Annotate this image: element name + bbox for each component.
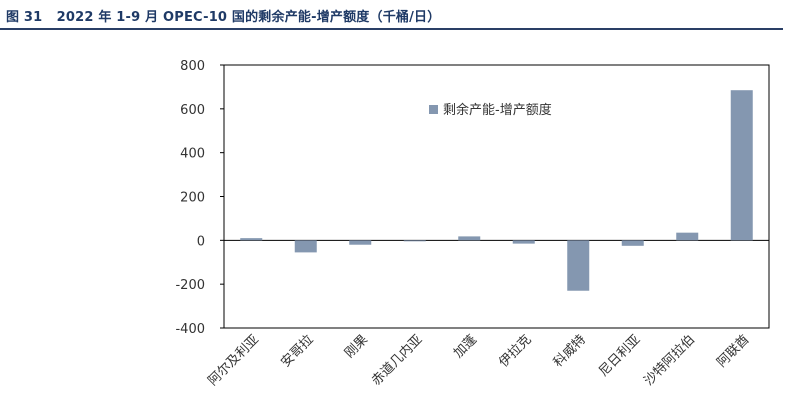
bar-9 <box>676 232 699 241</box>
bar-4 <box>403 240 426 242</box>
bar-8 <box>621 240 644 246</box>
x-category-label: 科威特 <box>551 332 589 370</box>
figure-title-text: 2022 年 1-9 月 OPEC-10 国的剩余产能-增产额度（千桶/日） <box>56 10 441 25</box>
bar-3 <box>349 240 372 245</box>
x-category-label: 尼日利亚 <box>596 332 643 379</box>
x-category-label: 加蓬 <box>451 332 480 361</box>
figure-label: 图 31 <box>6 10 43 25</box>
x-category-label: 安哥拉 <box>278 332 316 370</box>
y-tick-label: 400 <box>180 147 205 162</box>
x-category-label: 阿尔及利亚 <box>205 332 262 389</box>
y-tick-label: -200 <box>175 278 205 293</box>
bar-series <box>240 90 753 291</box>
x-category-label: 伊拉克 <box>496 332 534 370</box>
x-category-label: 阿联酋 <box>714 332 753 371</box>
legend-swatch <box>429 105 438 114</box>
bar-2 <box>294 240 317 253</box>
bar-10 <box>730 90 753 241</box>
figure-title: 图 31 2022 年 1-9 月 OPEC-10 国的剩余产能-增产额度（千桶… <box>6 6 440 25</box>
y-tick-label: -400 <box>175 322 205 337</box>
bar-1 <box>240 238 263 241</box>
y-tick-label: 200 <box>180 191 205 206</box>
legend-label: 剩余产能-增产额度 <box>443 102 552 118</box>
x-category-label: 赤道几内亚 <box>368 332 425 389</box>
bar-7 <box>567 240 590 291</box>
bar-6 <box>512 240 535 244</box>
legend: 剩余产能-增产额度 <box>429 102 552 118</box>
y-axis: -400 -200 0 200 400 600 800 <box>175 59 224 337</box>
x-category-label: 沙特阿拉伯 <box>641 332 698 389</box>
bar-5 <box>458 236 481 241</box>
y-tick-label: 600 <box>180 103 205 118</box>
title-divider <box>0 28 783 30</box>
y-tick-label: 0 <box>197 234 205 249</box>
x-category-label: 刚果 <box>342 332 371 361</box>
y-tick-label: 800 <box>180 59 205 74</box>
